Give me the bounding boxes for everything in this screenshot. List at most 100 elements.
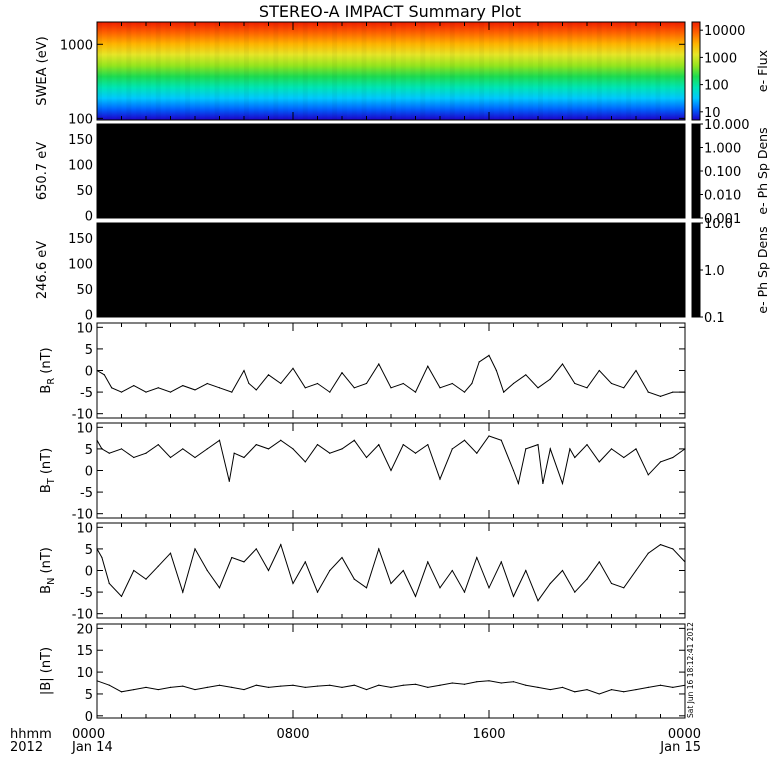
data-point <box>329 391 331 393</box>
data-point <box>329 569 331 572</box>
data-point <box>169 686 172 688</box>
data-point <box>231 686 233 688</box>
data-point <box>133 569 135 572</box>
swea-stripe <box>607 22 612 120</box>
data-point <box>145 391 147 393</box>
y-tick-label: -10 <box>72 408 93 423</box>
y-tick-label: -10 <box>72 608 93 623</box>
data-point <box>194 688 196 691</box>
data-point <box>280 439 282 441</box>
data-point <box>427 365 429 367</box>
data-point <box>598 369 600 372</box>
data-point <box>243 688 245 691</box>
swea-stripe <box>596 22 602 120</box>
data-point <box>365 382 368 385</box>
y-axis-label: BT (nT) <box>39 448 57 493</box>
colorbar-tick-label: 0.100 <box>704 165 741 180</box>
data-point <box>659 684 662 686</box>
data-point <box>478 361 480 363</box>
data-point <box>635 448 637 450</box>
swea-stripe <box>302 22 308 120</box>
y-tick-label: 10 <box>76 421 93 436</box>
data-point <box>598 561 600 563</box>
swea-stripe <box>126 22 132 120</box>
data-point <box>500 439 502 441</box>
data-point <box>316 685 319 687</box>
swea-stripe <box>567 22 573 120</box>
data-point <box>488 587 490 589</box>
time-tick-label: 0000 <box>72 727 105 742</box>
swea-stripe <box>283 22 288 120</box>
date-tick-label: Jan 15 <box>659 740 701 755</box>
data-point <box>476 681 478 683</box>
data-point <box>463 683 466 685</box>
data-point <box>402 684 404 686</box>
data-point <box>206 382 208 385</box>
data-point <box>488 680 490 682</box>
swea-stripe <box>558 22 563 120</box>
swea-stripe <box>117 22 122 120</box>
data-point <box>463 391 466 393</box>
data-point <box>267 686 270 688</box>
data-point <box>561 363 564 365</box>
colorbar-tick-label: 1000 <box>704 51 737 66</box>
data-point <box>512 382 515 385</box>
data-point <box>228 480 230 482</box>
data-point <box>500 561 502 563</box>
data-point <box>341 556 343 559</box>
y-tick-label: -10 <box>72 508 93 523</box>
data-point <box>672 686 674 688</box>
data-point <box>586 387 588 389</box>
data-point <box>684 561 686 563</box>
data-point <box>414 452 417 454</box>
data-point <box>133 385 135 387</box>
data-point <box>255 389 257 391</box>
data-point <box>574 456 576 459</box>
data-point <box>672 456 674 459</box>
data-point <box>672 391 674 393</box>
data-point <box>111 387 113 389</box>
data-point <box>574 591 576 593</box>
data-point <box>378 684 380 686</box>
data-point <box>537 686 539 688</box>
data-point <box>512 595 515 598</box>
swea-stripe <box>626 22 632 120</box>
y-label-main: B <box>39 385 54 394</box>
data-point <box>341 686 343 688</box>
data-point <box>525 448 527 450</box>
data-point <box>610 688 613 691</box>
data-point <box>280 543 282 546</box>
swea-stripe <box>499 22 504 120</box>
data-point <box>647 474 649 476</box>
data-point <box>157 688 159 691</box>
swea-stripe <box>401 22 406 120</box>
panel-frame <box>96 322 686 419</box>
data-point <box>549 582 551 585</box>
data-point <box>194 389 196 391</box>
data-point <box>561 569 564 572</box>
data-point <box>512 681 515 683</box>
data-point <box>218 684 221 686</box>
swea-stripe <box>528 22 533 120</box>
swea-stripe <box>273 22 279 120</box>
data-point <box>248 382 250 385</box>
data-point <box>133 456 135 459</box>
data-point <box>476 556 478 559</box>
data-point <box>427 561 429 563</box>
data-point <box>194 548 196 550</box>
y-tick-label: 1000 <box>60 38 93 53</box>
data-point <box>255 684 257 686</box>
data-point <box>561 482 564 485</box>
data-point <box>623 387 625 389</box>
swea-stripe <box>195 22 200 120</box>
y-tick-label: 100 <box>68 112 93 127</box>
date-tick-label: Jan 14 <box>71 740 113 755</box>
y-tick-label: 0 <box>85 209 93 224</box>
y-tick-label: 0 <box>85 465 93 480</box>
data-point <box>316 443 319 446</box>
data-point <box>218 587 221 589</box>
swea-stripe <box>361 22 367 120</box>
swea-stripe <box>538 22 543 120</box>
